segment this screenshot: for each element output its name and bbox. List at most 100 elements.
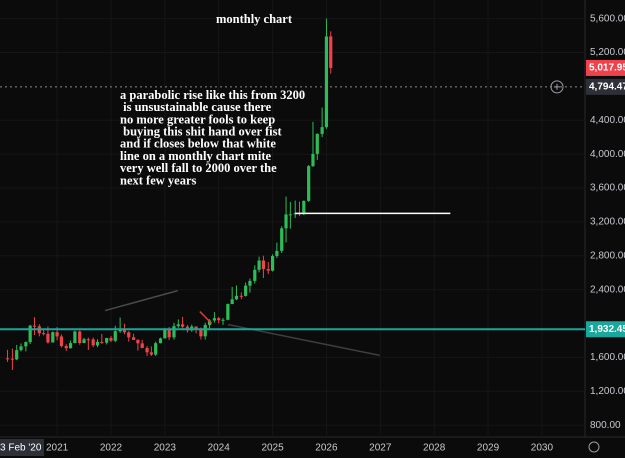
candle-body [64, 346, 68, 349]
x-tick-label: 2023 [154, 443, 177, 454]
candle-body [51, 332, 55, 343]
candle-body [257, 260, 261, 270]
candle-body [55, 332, 59, 337]
y-tick-label: 1,600.00 [590, 352, 625, 363]
candle-body [131, 337, 136, 340]
candle-body [42, 333, 46, 335]
chart-title: monthly chart [216, 12, 293, 26]
candle-body [172, 326, 176, 338]
candle-body [253, 269, 257, 281]
candle-body [284, 214, 288, 229]
x-tick-label: 2024 [208, 443, 231, 454]
candle-body [167, 329, 171, 338]
y-tick-label: 4,000.00 [590, 149, 625, 160]
candle-body [329, 36, 333, 68]
annotation-line: no more greater fools to keep [120, 112, 275, 126]
x-tick-label: 2026 [315, 443, 338, 454]
annotation-line: is unsustainable cause there [120, 100, 272, 114]
candle-body [234, 295, 239, 300]
y-tick-label: 5,200.00 [590, 47, 625, 58]
candle-body [270, 255, 275, 271]
candle-body [261, 260, 266, 270]
crosshair-price-label-box [586, 78, 625, 95]
x-tick-label: 2021 [46, 443, 69, 454]
annotation-line: and if closes below that white [120, 137, 276, 151]
candle-body [24, 342, 28, 347]
candle-body [154, 343, 158, 355]
x-tick-label: 2022 [100, 443, 123, 454]
candle-body [100, 341, 104, 343]
candle-body [158, 338, 163, 344]
candle-body [122, 328, 127, 333]
last-price-label-box [586, 59, 625, 76]
candle-body [248, 280, 252, 286]
candle-body [176, 324, 180, 327]
annotation-line: buying this shit hand over fist [120, 124, 282, 138]
candle-body [140, 343, 144, 348]
y-tick-label: 2,400.00 [590, 284, 625, 295]
candle-body [230, 299, 234, 305]
candle-body [68, 343, 73, 349]
candle-body [19, 346, 23, 351]
annotation-line: next few years [120, 173, 196, 187]
candle-body [221, 319, 225, 321]
annotation-line: line on a monthly chart mite [120, 149, 271, 163]
y-tick-label: 3,600.00 [590, 183, 625, 194]
candle-body [315, 133, 319, 154]
candle-body [217, 318, 221, 321]
candle-body [288, 214, 292, 216]
settings-icon[interactable] [588, 441, 600, 453]
candle-body [105, 337, 109, 343]
candle-body [311, 153, 315, 167]
crosshair-date-label: 3 Feb '20 [0, 443, 42, 454]
candle-body [199, 328, 203, 337]
line-price-label-box [586, 321, 625, 338]
x-tick-label: 2029 [477, 443, 500, 454]
candle-body [73, 331, 77, 344]
y-tick-label: 3,200.00 [590, 217, 625, 228]
overlay [0, 86, 585, 357]
add-alert-plus[interactable] [554, 83, 560, 90]
candle-body [212, 318, 216, 321]
candle-body [127, 332, 131, 338]
settings-circle[interactable] [588, 441, 600, 453]
annotation-line: very well fall to 2000 over the [120, 161, 277, 175]
candle-body [82, 339, 86, 343]
x-tick-label: 2030 [531, 443, 554, 454]
candle-body [307, 166, 311, 201]
candle-body [95, 341, 100, 346]
add-alert-button[interactable] [550, 80, 564, 94]
candle-body [275, 250, 279, 256]
candle-body [244, 285, 248, 296]
add-alert-circle[interactable] [550, 80, 564, 94]
x-tick-label: 2028 [423, 443, 446, 454]
candle-body [181, 324, 185, 327]
last-price-label: 5,017.95 [589, 63, 625, 74]
line-price-label: 1,932.45 [589, 324, 625, 335]
y-tick-label: 800.00 [590, 420, 621, 431]
trend-line [199, 311, 213, 325]
candle-body [91, 339, 95, 346]
candle-body [226, 304, 230, 320]
candle-body [239, 295, 243, 297]
x-tick-label: 2025 [261, 443, 284, 454]
candle-body [145, 347, 149, 353]
y-tick-label: 4,400.00 [590, 115, 625, 126]
candle-body [86, 339, 90, 341]
crosshair-date-box [0, 439, 44, 456]
x-tick-label: 2027 [369, 443, 392, 454]
annotation-line: a parabolic rise like this from 3200 [120, 88, 305, 102]
candle-body [163, 329, 167, 339]
candle-body [15, 350, 19, 360]
candle-body [28, 325, 32, 343]
grid [0, 0, 585, 437]
candle-body [59, 336, 64, 347]
candle-body [203, 324, 207, 337]
candle-body [32, 325, 37, 327]
candle-body [149, 352, 153, 355]
candle-body [109, 337, 113, 341]
candle-body [194, 326, 198, 329]
candle-body [136, 339, 140, 344]
